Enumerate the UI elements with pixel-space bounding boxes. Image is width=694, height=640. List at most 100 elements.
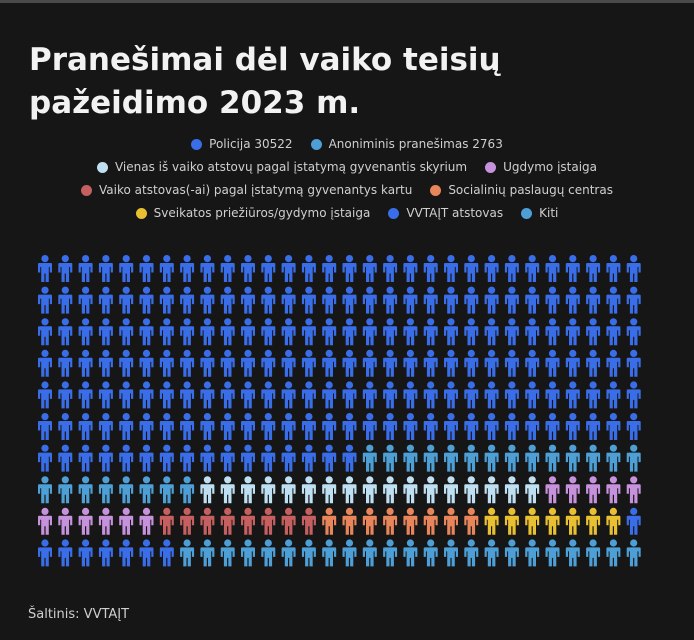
person-icon [261, 349, 276, 377]
person-icon [362, 255, 377, 282]
person-icon [444, 413, 458, 440]
person-icon [423, 255, 438, 282]
legend-label: Policija 30522 [209, 137, 293, 151]
person-icon [586, 381, 601, 409]
person-icon [78, 381, 93, 409]
source-note: Šaltinis: VVTAĮT [28, 607, 130, 622]
person-icon [98, 476, 113, 504]
person-icon [423, 349, 438, 377]
person-icon [565, 476, 580, 504]
person-icon [464, 413, 479, 440]
legend-item: VVTAĮT atstovas [388, 205, 503, 222]
person-icon [504, 318, 519, 346]
person-icon [444, 318, 458, 346]
person-icon [362, 381, 377, 409]
person-icon [464, 476, 479, 504]
person-icon [200, 476, 215, 504]
legend-swatch [96, 162, 108, 173]
legend-row: Vaiko atstovas(-ai) pagal įstatymą gyven… [81, 182, 613, 199]
person-icon [139, 476, 154, 504]
person-icon [464, 539, 479, 567]
person-icon [281, 444, 296, 472]
person-icon [464, 381, 479, 409]
person-icon [606, 349, 621, 377]
person-icon [220, 349, 235, 377]
person-icon [484, 539, 499, 567]
person-icon [241, 286, 255, 314]
person-icon [241, 318, 255, 346]
person-icon [58, 444, 73, 472]
person-icon [159, 381, 174, 409]
person-icon [58, 507, 73, 535]
person-icon [78, 539, 93, 567]
person-icon [220, 381, 235, 409]
person-icon [322, 507, 337, 535]
person-icon [301, 476, 316, 504]
person-icon [301, 255, 316, 282]
person-icon [180, 476, 195, 504]
person-icon [38, 349, 52, 377]
person-icon [261, 255, 276, 282]
person-icon [220, 413, 235, 440]
person-icon [545, 255, 560, 282]
person-icon [464, 286, 479, 314]
person-icon [606, 444, 621, 472]
person-icon [444, 539, 458, 567]
person-icon [119, 539, 134, 567]
person-icon [58, 539, 73, 567]
person-icon [403, 444, 418, 472]
person-icon [38, 255, 52, 282]
legend-item: Sveikatos priežiūros/gydymo įstaiga [135, 205, 370, 222]
person-icon [626, 318, 641, 346]
person-icon [525, 507, 540, 535]
person-icon [220, 255, 235, 282]
person-icon [545, 381, 560, 409]
person-icon [525, 381, 540, 409]
person-icon [606, 286, 621, 314]
person-icon [139, 444, 154, 472]
person-icon [200, 507, 215, 535]
legend-label: Socialinių paslaugų centras [448, 183, 613, 197]
person-icon [545, 507, 560, 535]
person-icon [565, 318, 580, 346]
person-icon [159, 507, 174, 535]
person-icon [180, 539, 195, 567]
person-icon [119, 476, 134, 504]
person-icon [139, 413, 154, 440]
person-icon [281, 507, 296, 535]
person-icon [444, 476, 458, 504]
person-icon [362, 476, 377, 504]
person-icon [139, 539, 154, 567]
person-icon [159, 476, 174, 504]
person-icon [200, 318, 215, 346]
person-icon [586, 413, 601, 440]
legend-label: Anoniminis pranešimas 2763 [328, 137, 503, 151]
person-icon [98, 539, 113, 567]
legend-label: VVTAĮT atstovas [406, 206, 504, 220]
person-icon [261, 318, 276, 346]
person-icon [98, 349, 113, 377]
person-icon [525, 476, 540, 504]
person-icon [261, 539, 276, 567]
person-icon [626, 476, 641, 504]
person-icon [383, 444, 398, 472]
person-icon [423, 444, 438, 472]
person-icon [139, 286, 154, 314]
person-icon [362, 318, 377, 346]
person-icon [565, 255, 580, 282]
person-icon [58, 349, 73, 377]
person-icon [58, 255, 73, 282]
legend-swatch [430, 185, 442, 196]
person-icon [383, 286, 398, 314]
person-icon [626, 286, 641, 314]
person-icon [403, 318, 418, 346]
person-icon [322, 444, 337, 472]
person-icon [261, 444, 276, 472]
person-icon [362, 349, 377, 377]
person-icon [38, 318, 52, 346]
person-icon [180, 318, 195, 346]
person-icon [200, 539, 215, 567]
person-icon [58, 476, 73, 504]
pictogram-chart [38, 255, 641, 567]
person-icon [565, 349, 580, 377]
